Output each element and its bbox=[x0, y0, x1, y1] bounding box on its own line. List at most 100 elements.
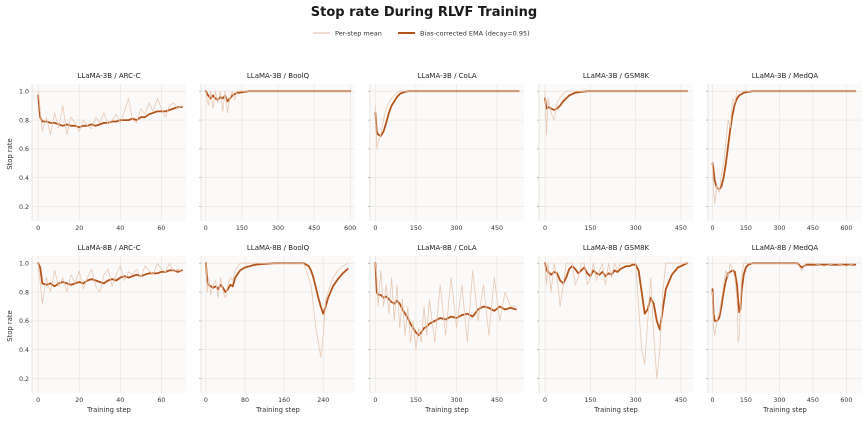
x-tick-label: 0 bbox=[543, 225, 547, 232]
panel-background bbox=[539, 256, 693, 393]
x-tick-label: 0 bbox=[710, 225, 714, 232]
x-tick-label: 300 bbox=[450, 225, 462, 232]
x-tick-label: 0 bbox=[710, 397, 714, 404]
panels: LLaMA-3B / ARC-C0 20 40 600.20.40.60.81.0LL… bbox=[19, 72, 862, 414]
panel-title: LLaMA-3B / MedQA bbox=[752, 72, 819, 80]
panel-background bbox=[201, 256, 355, 393]
ema-series-line bbox=[37, 262, 183, 288]
x-tick-label: 0 bbox=[36, 225, 40, 232]
x-axis-label: Training step bbox=[86, 406, 131, 414]
panel-background bbox=[708, 84, 862, 221]
per-step-series-line bbox=[37, 262, 183, 305]
y-tick-label: 0.2 bbox=[19, 204, 29, 211]
y-tick-label: 0.8 bbox=[19, 289, 29, 296]
per-step-series-line bbox=[205, 90, 351, 114]
x-tick-label: 600 bbox=[840, 397, 852, 404]
ema-series-line bbox=[37, 94, 183, 129]
panel-background bbox=[708, 256, 862, 393]
y-tick-label: 0.4 bbox=[19, 347, 29, 354]
per-step-series-line bbox=[712, 90, 856, 205]
ema-series-line bbox=[204, 262, 349, 315]
y-axis-label-row2: Stop rate bbox=[6, 310, 14, 341]
y-tick-label: 0.2 bbox=[19, 376, 29, 383]
x-tick-label: 0 bbox=[204, 397, 208, 404]
legend-ema-label: Bias-corrected EMA (decay=0.95) bbox=[420, 30, 530, 38]
x-tick-label: 450 bbox=[807, 397, 819, 404]
x-tick-label: 300 bbox=[773, 225, 785, 232]
panel-title: LLaMA-8B / GSM8K bbox=[583, 244, 650, 252]
x-tick-label: 600 bbox=[840, 225, 852, 232]
panel-llama-8b-medqa: LLaMA-8B / MedQA 0 150 300 450 600 Training st… bbox=[706, 244, 862, 414]
x-tick-label: 450 bbox=[675, 397, 687, 404]
x-tick-label: 20 bbox=[75, 397, 83, 404]
x-tick-label: 60 bbox=[157, 397, 165, 404]
x-tick-label: 300 bbox=[450, 397, 462, 404]
per-step-series-line bbox=[205, 262, 349, 358]
panel-title: LLaMA-3B / ARC-C bbox=[78, 72, 141, 80]
x-tick-label: 450 bbox=[807, 225, 819, 232]
x-tick-label: 40 bbox=[116, 225, 124, 232]
panel-background bbox=[32, 256, 186, 393]
x-tick-label: 20 bbox=[75, 225, 83, 232]
ema-series-line bbox=[544, 262, 688, 331]
panel-title: LLaMA-8B / MedQA bbox=[752, 244, 819, 252]
x-tick-label: 450 bbox=[491, 397, 503, 404]
per-step-series-line bbox=[712, 262, 856, 343]
y-tick-label: 0.6 bbox=[19, 146, 29, 153]
panel-llama-8b-cola: LLaMA-8B / CoLA 0 150 300 450 Training step bbox=[368, 244, 524, 414]
x-tick-label: 300 bbox=[630, 225, 642, 232]
x-tick-label: 150 bbox=[410, 225, 422, 232]
panel-llama-3b-arc-c: LLaMA-3B / ARC-C 0 20 40 60 0.2 0.4 0.6 0.8 1.0 bbox=[19, 72, 186, 232]
per-step-series-line bbox=[544, 262, 688, 380]
x-tick-label: 600 bbox=[344, 225, 356, 232]
y-tick-label: 1.0 bbox=[19, 260, 29, 267]
panel-title: LLaMA-8B / CoLA bbox=[417, 244, 477, 252]
x-tick-label: 450 bbox=[491, 225, 503, 232]
x-tick-label: 150 bbox=[740, 225, 752, 232]
x-axis-label: Training step bbox=[762, 406, 807, 414]
x-tick-label: 0 bbox=[36, 397, 40, 404]
x-tick-label: 0 bbox=[373, 225, 377, 232]
y-axis-label-row1: Stop rate bbox=[6, 138, 14, 169]
x-tick-label: 300 bbox=[630, 397, 642, 404]
panel-background bbox=[32, 84, 186, 221]
x-tick-label: 150 bbox=[236, 225, 248, 232]
x-tick-label: 40 bbox=[116, 397, 124, 404]
legend: Per-step mean Bias-corrected EMA (decay=… bbox=[313, 30, 530, 38]
y-tick-label: 1.0 bbox=[19, 88, 29, 95]
x-tick-label: 150 bbox=[740, 397, 752, 404]
panel-background bbox=[539, 84, 693, 221]
ema-series-line bbox=[374, 262, 517, 337]
y-tick-label: 0.6 bbox=[19, 318, 29, 325]
panel-llama-3b-cola: LLaMA-3B / CoLA 0 150 300 450 bbox=[368, 72, 524, 232]
panel-title: LLaMA-8B / ARC-C bbox=[78, 244, 141, 252]
panel-llama-8b-boolq: LLaMA-8B / BoolQ 0 80 160 240 Training step bbox=[199, 244, 355, 414]
x-tick-label: 0 bbox=[204, 225, 208, 232]
x-tick-label: 60 bbox=[157, 225, 165, 232]
x-tick-label: 450 bbox=[308, 225, 320, 232]
panel-title: LLaMA-8B / BoolQ bbox=[247, 244, 310, 252]
panel-llama-3b-boolq: LLaMA-3B / BoolQ 0 150 300 450 600 bbox=[199, 72, 356, 232]
panel-llama-8b-arc-c: LLaMA-8B / ARC-C 0 20 40 60 0.2 0.4 0.6 0.8 1.0 Tr… bbox=[19, 244, 186, 414]
x-tick-label: 150 bbox=[410, 397, 422, 404]
panel-title: LLaMA-3B / GSM8K bbox=[583, 72, 650, 80]
x-tick-label: 300 bbox=[272, 225, 284, 232]
x-tick-label: 240 bbox=[317, 397, 329, 404]
x-tick-label: 300 bbox=[773, 397, 785, 404]
per-step-series-line bbox=[544, 90, 688, 135]
per-step-series-line bbox=[374, 262, 517, 351]
x-tick-label: 0 bbox=[543, 397, 547, 404]
legend-raw-label: Per-step mean bbox=[335, 30, 382, 38]
panel-llama-3b-gsm8k: LLaMA-3B / GSM8K 0 150 300 450 bbox=[537, 72, 693, 232]
x-tick-label: 160 bbox=[278, 397, 290, 404]
y-tick-label: 0.8 bbox=[19, 117, 29, 124]
x-tick-label: 150 bbox=[584, 225, 596, 232]
x-axis-label: Training step bbox=[593, 406, 638, 414]
figure-title: Stop rate During RLVF Training bbox=[311, 5, 537, 20]
panel-llama-8b-gsm8k: LLaMA-8B / GSM8K 0 150 300 450 Training step bbox=[537, 244, 693, 414]
x-tick-label: 0 bbox=[373, 397, 377, 404]
panel-background bbox=[370, 84, 524, 221]
y-tick-label: 0.4 bbox=[19, 175, 29, 182]
x-axis-label: Training step bbox=[255, 406, 300, 414]
